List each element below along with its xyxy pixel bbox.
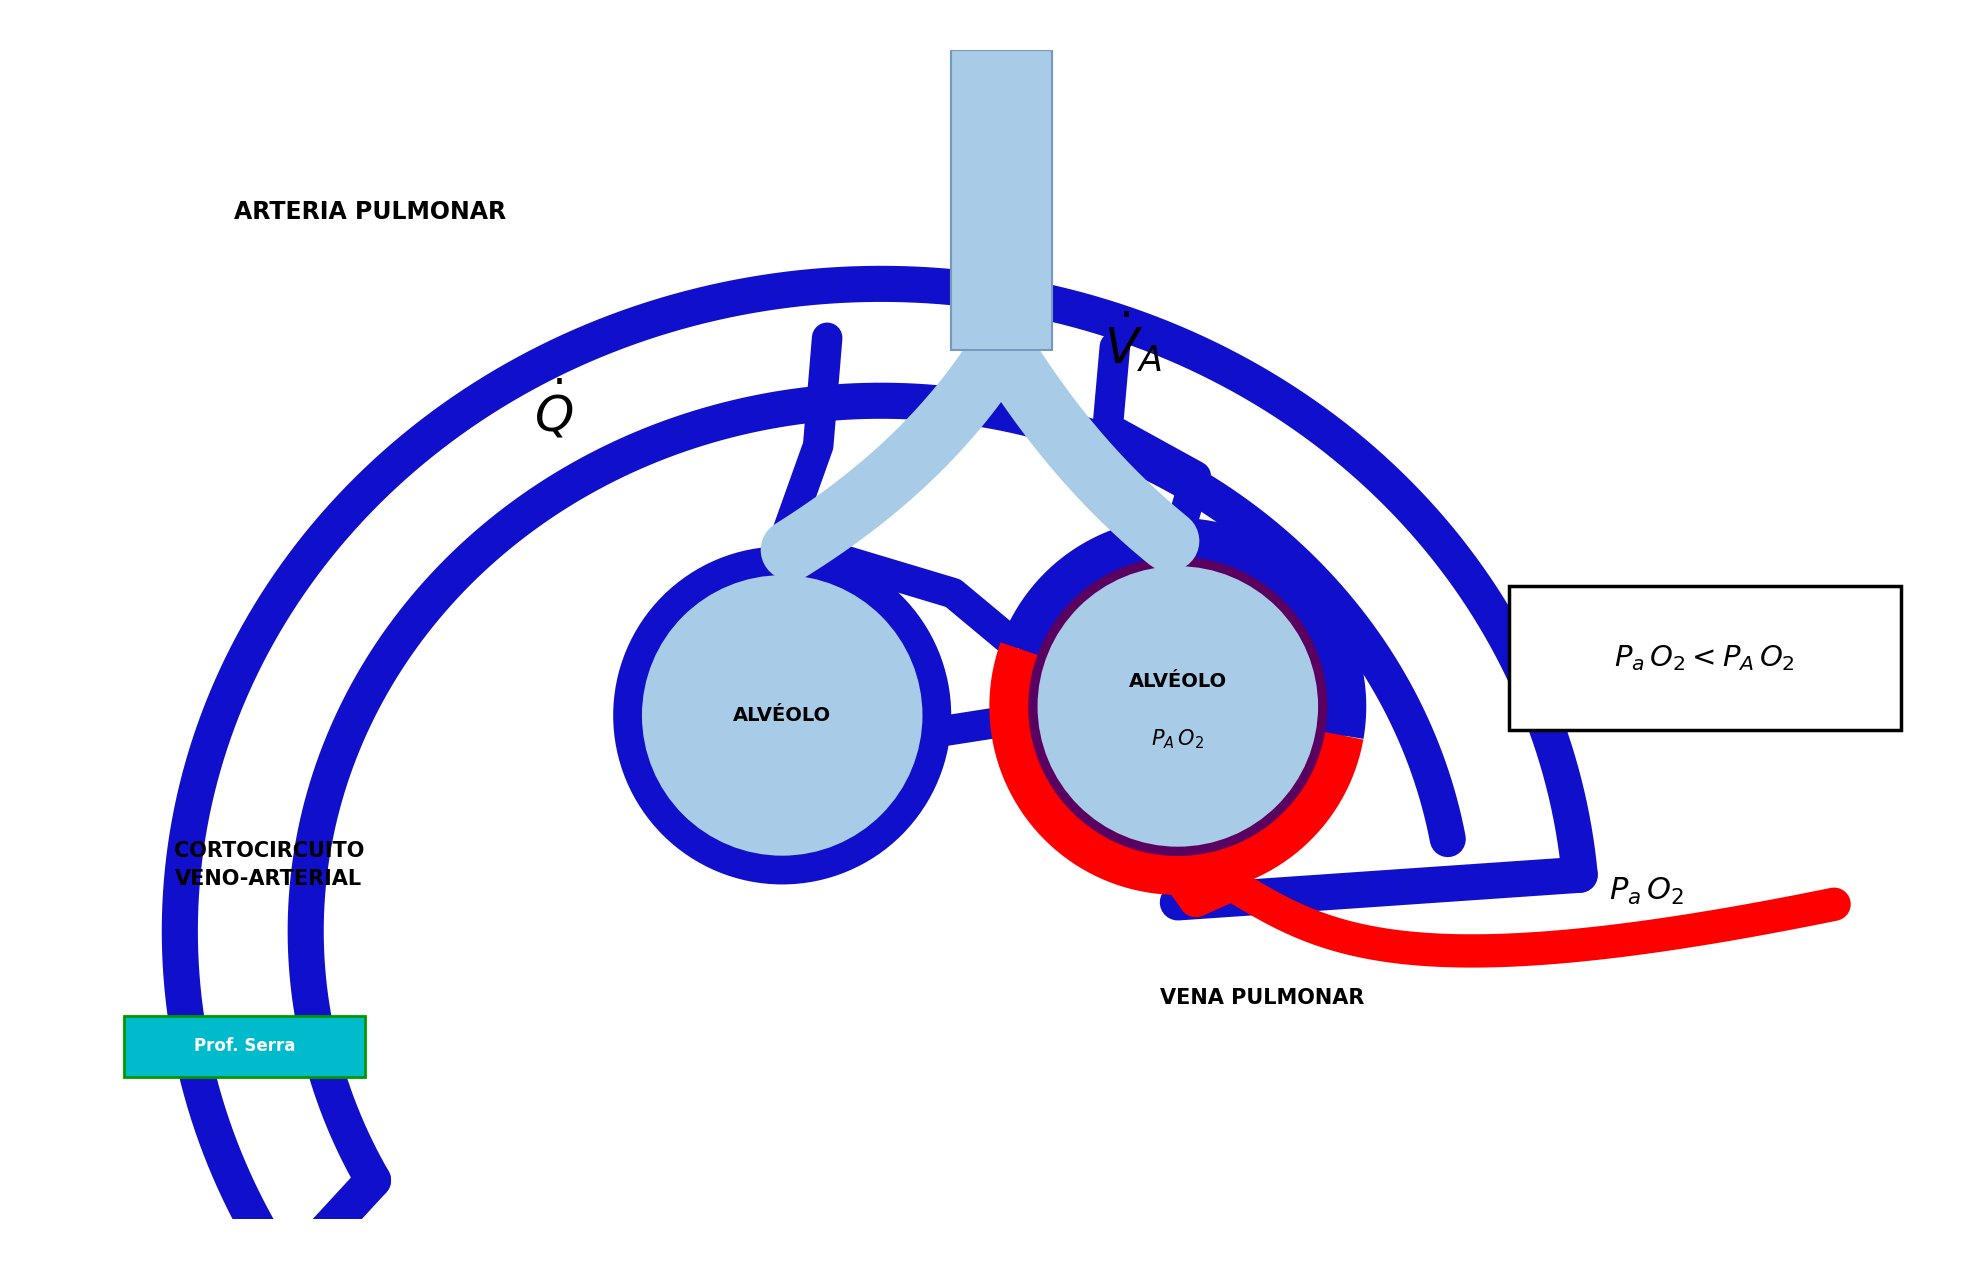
Circle shape	[1009, 537, 1347, 876]
Text: $P_a\,O_2$: $P_a\,O_2$	[1610, 876, 1683, 907]
Text: CORTOCIRCUITO
VENO-ARTERIAL: CORTOCIRCUITO VENO-ARTERIAL	[174, 840, 364, 888]
FancyBboxPatch shape	[951, 49, 1052, 346]
Text: $P_a\,O_2 < P_A\,O_2$: $P_a\,O_2 < P_A\,O_2$	[1614, 643, 1796, 673]
FancyBboxPatch shape	[1509, 586, 1901, 730]
FancyBboxPatch shape	[951, 49, 1052, 350]
Text: VENA PULMONAR: VENA PULMONAR	[1159, 987, 1365, 1008]
Text: Prof. Serra: Prof. Serra	[194, 1037, 295, 1056]
Text: ARTERIA PULMONAR: ARTERIA PULMONAR	[233, 201, 506, 223]
Circle shape	[643, 575, 922, 855]
Text: ALVÉOLO: ALVÉOLO	[1129, 671, 1226, 690]
Text: $\dot{V}_A$: $\dot{V}_A$	[1104, 310, 1163, 373]
Text: ALVÉOLO: ALVÉOLO	[734, 706, 831, 725]
Text: $\dot{Q}$: $\dot{Q}$	[534, 378, 574, 442]
Circle shape	[613, 547, 951, 884]
Circle shape	[1038, 566, 1317, 846]
FancyBboxPatch shape	[125, 1015, 366, 1077]
Text: $P_A\,O_2$: $P_A\,O_2$	[1151, 727, 1205, 750]
